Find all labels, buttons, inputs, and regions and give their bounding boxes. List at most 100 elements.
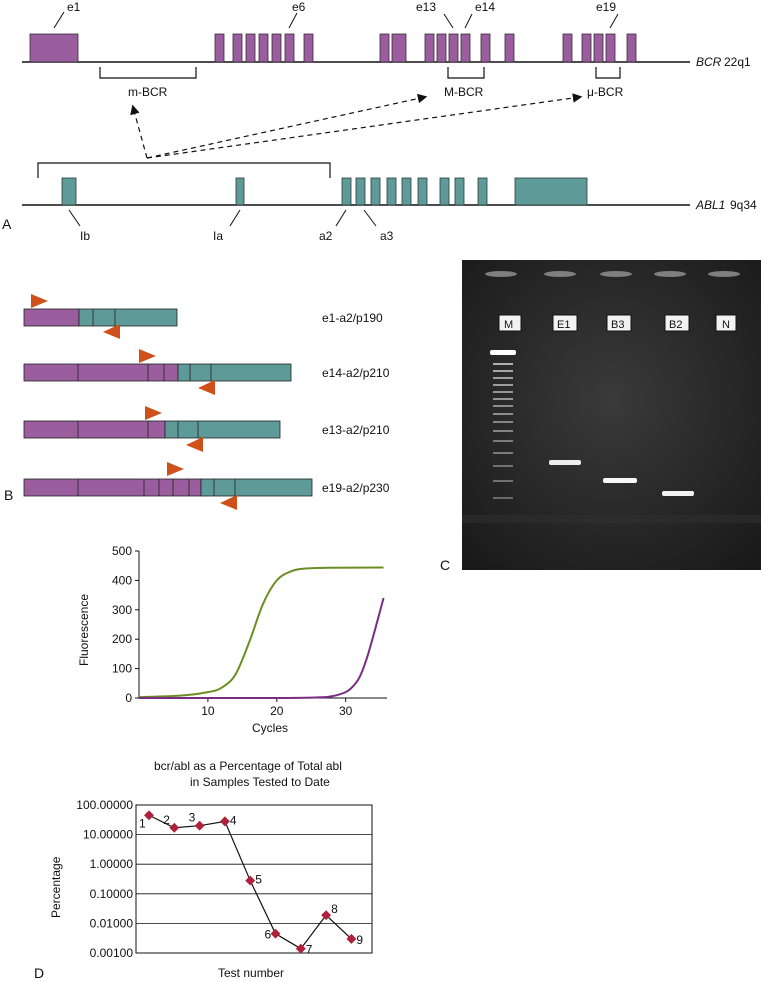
y-tick-label: 300	[112, 603, 132, 617]
y-tick-label: 100	[112, 662, 132, 676]
data-point	[295, 943, 306, 954]
bcr-exon	[562, 33, 573, 63]
abl-label-a2: a2	[319, 229, 333, 243]
bcr-exon	[424, 33, 435, 63]
abl-gene-name: ABL1	[695, 198, 725, 212]
y-tick-label: 200	[112, 632, 132, 646]
transcript-e19-a2	[23, 478, 313, 497]
exon-label-e14: e14	[475, 0, 495, 14]
panel-a-label: A	[2, 216, 12, 232]
abl-label-ia: Ia	[213, 229, 223, 243]
amplification-curve-purple	[138, 597, 385, 700]
qpcr-ticks: 0 100 200 300 400 500 10 20 30	[112, 544, 353, 718]
transcript-label: e14-a2/p210	[322, 366, 390, 380]
breakpoint-arrows	[130, 93, 583, 159]
bcr-exon	[436, 33, 447, 63]
panel-a: e1 e6 e13 e14 e19 BCR 22q1 m-BCR M-BCR μ…	[2, 0, 757, 243]
transcript-e14-a2	[23, 363, 292, 382]
bcr-exon	[245, 33, 256, 63]
point-label: 5	[255, 873, 262, 887]
point-label: 6	[265, 928, 272, 942]
bcr-exon	[626, 33, 637, 63]
transcript-e1-a2	[23, 308, 178, 327]
bcr-exon	[271, 33, 282, 63]
point-label: 2	[163, 813, 170, 827]
reverse-primer	[198, 380, 215, 395]
data-point	[194, 820, 205, 831]
data-point	[219, 816, 230, 827]
reverse-primer	[220, 495, 237, 510]
region-label-m-bcr: m-BCR	[128, 85, 168, 99]
lane-label: B3	[611, 319, 624, 331]
pct-points: 1 2 3 4 5 6 7 8 9	[139, 810, 363, 957]
bcr-exon-e6	[284, 33, 295, 63]
qpcr-ylabel: Fluorescence	[77, 594, 91, 666]
lane-label: M	[504, 319, 513, 331]
abl-label-ib: Ib	[80, 229, 90, 243]
abl-exons	[61, 177, 588, 206]
lane-label: E1	[557, 319, 570, 331]
band-b2	[662, 491, 694, 496]
bcr-exon	[504, 33, 515, 63]
y-tick-label: 10.00000	[83, 828, 133, 842]
bcr-exon	[232, 33, 243, 63]
y-tick-label: 0	[125, 691, 132, 705]
point-label: 1	[139, 816, 146, 830]
lane-label: N	[722, 319, 730, 331]
transcript-e13-a2	[23, 420, 281, 439]
abl-exon-a2	[341, 177, 352, 206]
band-b3	[603, 478, 637, 483]
y-tick-label: 0.01000	[90, 916, 134, 930]
y-tick-label: 0.00100	[90, 946, 134, 960]
bcr-gene-name: BCR	[696, 55, 722, 69]
abl-exon	[454, 177, 465, 206]
x-tick-label: 20	[270, 704, 284, 718]
data-point	[270, 928, 281, 939]
lane-label-boxes	[498, 314, 737, 332]
bcr-exons	[29, 33, 637, 63]
panel-d: bcr/abl as a Percentage of Total abl in …	[34, 759, 373, 981]
bcr-exon	[391, 33, 407, 63]
y-tick-label: 500	[112, 544, 132, 558]
qpcr-chart: 0 100 200 300 400 500 10 20 30 Fluorescence Cycl…	[77, 544, 387, 735]
exon-label-e19: e19	[596, 0, 616, 14]
abl-breakpoint-bracket	[37, 162, 331, 178]
pct-xlabel: Test number	[218, 966, 284, 980]
point-label: 8	[331, 902, 338, 916]
data-point	[144, 810, 154, 821]
abl-exon	[370, 177, 381, 206]
bcr-exon	[593, 33, 604, 63]
data-point	[169, 822, 180, 833]
bcr-exon	[303, 33, 314, 63]
pct-grid	[136, 804, 372, 954]
x-tick-label: 10	[201, 704, 215, 718]
gel-bottom-haze	[462, 515, 761, 523]
qpcr-xlabel: Cycles	[252, 721, 288, 735]
gel-wells	[485, 271, 740, 277]
transcript-label: e1-a2/p190	[322, 311, 383, 325]
y-tick-label: 100.00000	[76, 798, 133, 812]
breakpoint-brackets	[99, 67, 621, 79]
panel-c: M E1 B3 B2 N C	[440, 260, 761, 573]
y-tick-label: 1.00000	[90, 857, 134, 871]
abl-exon-large	[514, 177, 588, 206]
bcr-exon	[480, 33, 491, 63]
point-label: 4	[230, 813, 237, 827]
amplification-curve-green	[138, 566, 384, 699]
data-point	[321, 910, 332, 921]
region-label-M-bcr: M-BCR	[444, 85, 484, 99]
forward-primer	[145, 406, 162, 420]
point-label: 3	[189, 811, 196, 825]
marker-ladder	[490, 350, 516, 499]
abl-exon	[477, 177, 488, 206]
exon-label-e1: e1	[67, 0, 81, 14]
abl-exon	[417, 177, 428, 206]
abl-leaders	[68, 209, 377, 227]
transcript-label: e19-a2/p230	[322, 481, 390, 495]
forward-primer	[139, 349, 156, 363]
pct-ylabel: Percentage	[49, 856, 63, 918]
panel-d-label: D	[34, 965, 44, 981]
region-label-mu-bcr: μ-BCR	[587, 85, 624, 99]
lane-label: B2	[669, 319, 682, 331]
